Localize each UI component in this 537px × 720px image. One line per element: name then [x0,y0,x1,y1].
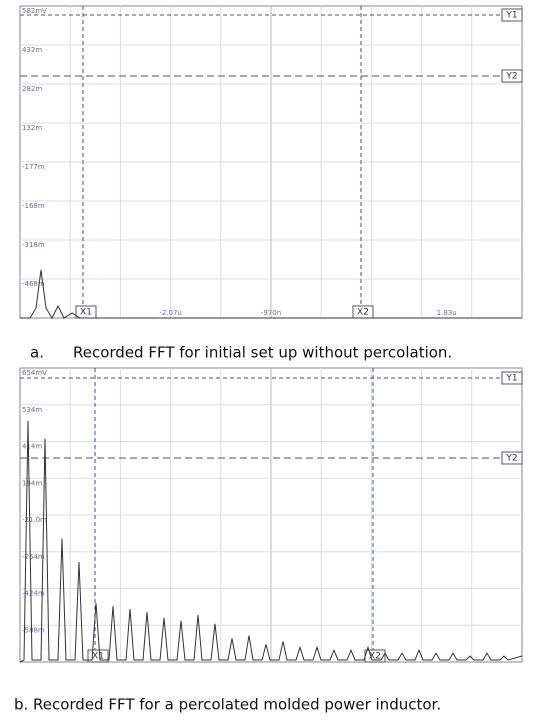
y-axis-label: 432m [22,46,42,54]
y-axis-label: -254m [22,553,45,561]
caption: Recorded FFT for initial set up without … [73,344,452,362]
cursor-label: Y1 [505,11,517,21]
caption-label: b. [14,696,28,714]
y-axis-label: -588m [22,626,45,634]
y-axis-label: 282m [22,85,42,93]
cursor-tag [87,649,109,663]
trace [20,269,522,320]
caption: Recorded FFT for a percolated molded pow… [33,696,441,714]
cursor-label: X2 [369,652,381,662]
y-axis-label: -21.0m [22,516,47,524]
y-axis-label: -468m [22,280,45,288]
cursor-label: Y2 [505,72,517,82]
y-axis-label: 414m [22,443,42,451]
y-axis-label: -168m [22,202,45,210]
x-axis-label: -970n [261,309,281,317]
y-axis-label: 582mV [22,7,47,15]
trace [19,420,523,663]
y-axis-label: -177m [22,163,45,171]
cursor-label: X1 [80,308,92,318]
cursor-label: X1 [92,652,104,662]
y-axis-label: 534m [22,406,42,414]
y-axis-label: 654mV [22,369,47,377]
y-axis-label: -318m [22,241,45,249]
cursor-tag [501,451,523,465]
cursor-label: X2 [357,308,369,318]
cursor-tag [501,371,523,385]
x-axis-label: 1.83u [437,309,457,317]
cursor-tag [501,69,523,83]
y-axis-label: 132m [22,124,42,132]
caption-label: a. [30,344,44,362]
cursor-label: Y2 [505,454,517,464]
y-axis-label: 194m [22,479,42,487]
y-axis-label: -424m [22,590,45,598]
x-axis-label: -2.07u [159,309,182,317]
cursor-tag [501,8,523,22]
cursor-label: Y1 [505,374,517,384]
